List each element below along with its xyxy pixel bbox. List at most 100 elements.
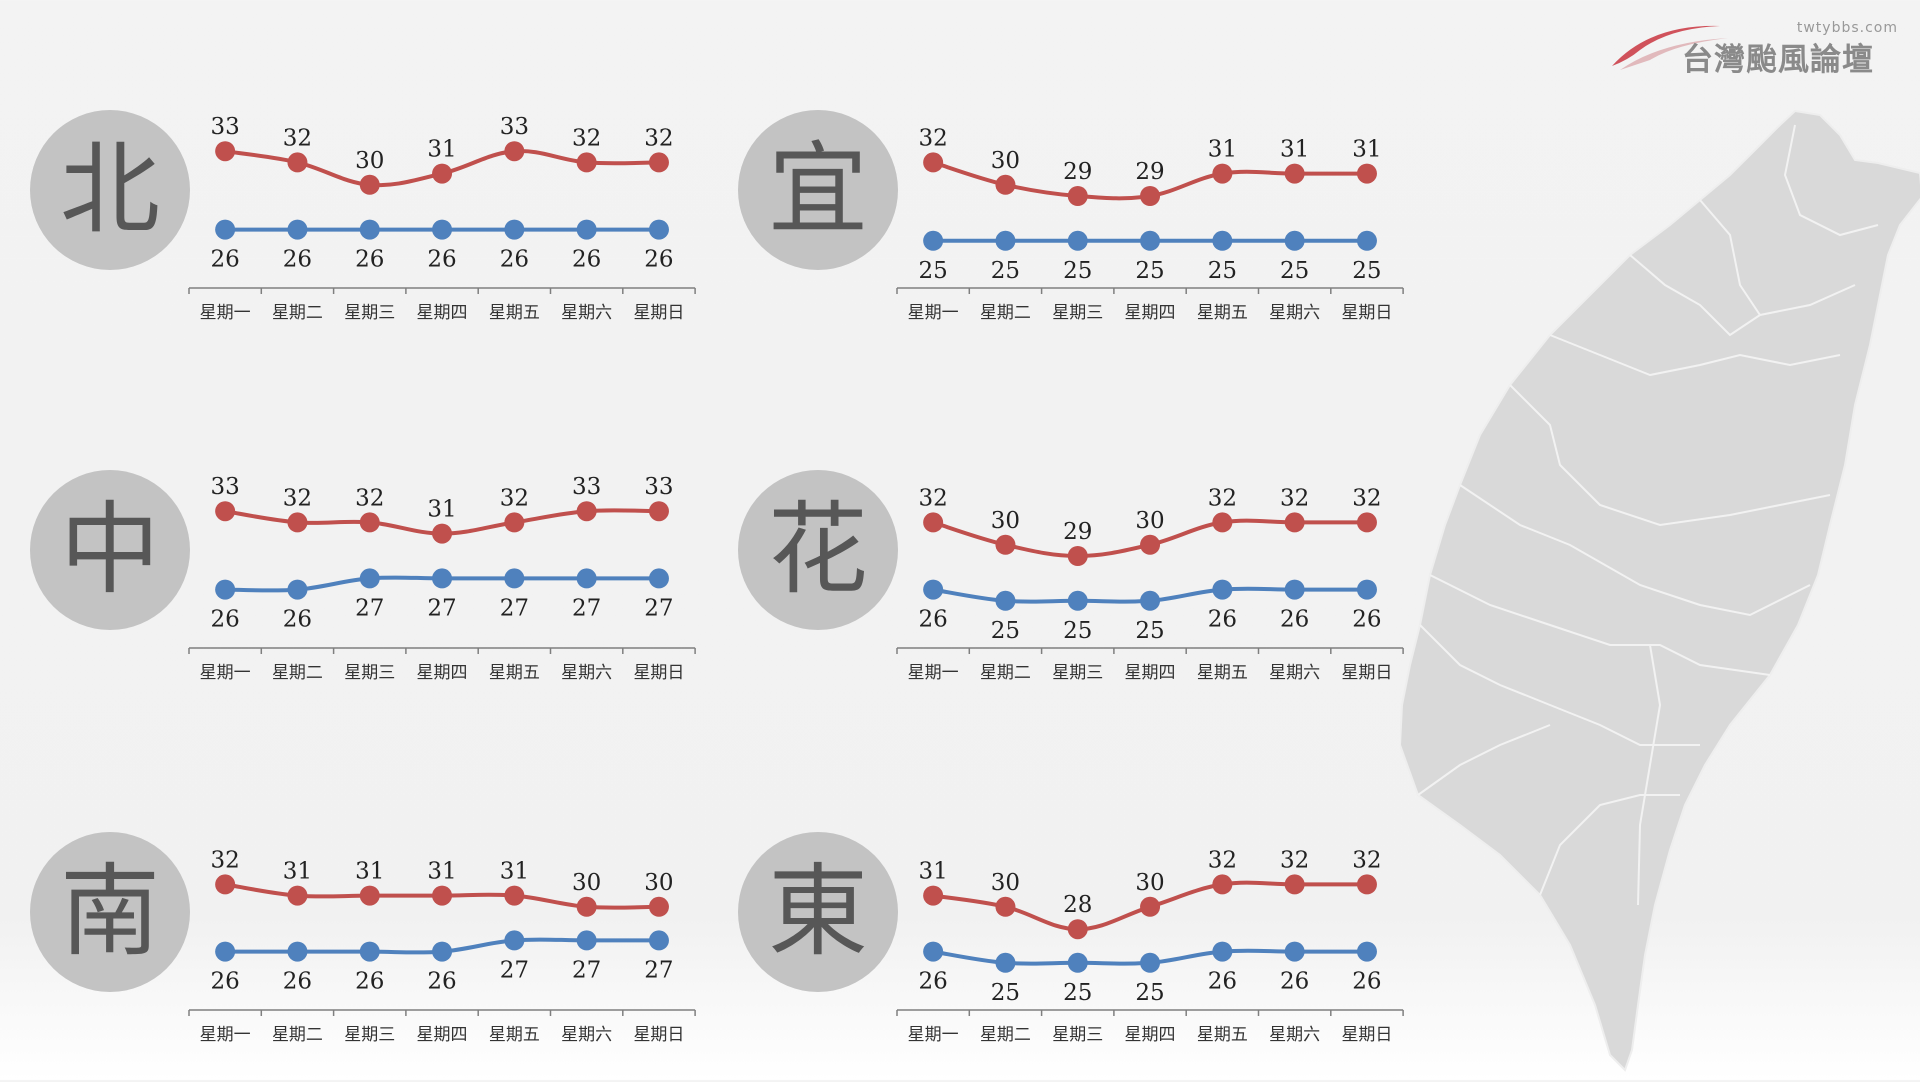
site-logo[interactable]: twtybbs.com 台灣颱風論壇 <box>1610 14 1910 78</box>
high-temp-label: 32 <box>1280 847 1309 873</box>
high-temp-point <box>923 885 944 906</box>
low-temp-point <box>504 219 525 240</box>
high-temp-point <box>1212 163 1233 184</box>
low-temp-label: 25 <box>991 618 1020 644</box>
panel-taitung: 東 星期一 星期二 星期三 星期四 星期五 星期六 星期日 31 30 28 30 32 32 32 26 2… <box>738 832 1438 1082</box>
x-tick-label: 星期五 <box>489 303 540 323</box>
high-temp-label: 32 <box>500 485 529 511</box>
region-badge: 宜 <box>738 110 898 270</box>
high-temp-point <box>1067 546 1088 566</box>
x-tick-label: 星期日 <box>633 303 684 323</box>
high-temp-label: 32 <box>1208 485 1237 511</box>
high-temp-point <box>576 501 597 522</box>
high-temp-point <box>995 534 1016 555</box>
temperature-chart: 星期一 星期二 星期三 星期四 星期五 星期六 星期日 32 30 29 29 31 31 31 25 25 2… <box>896 125 1404 323</box>
low-temp-label: 25 <box>991 980 1020 1006</box>
low-temp-label: 26 <box>1208 607 1237 633</box>
x-tick-label: 星期五 <box>489 663 540 683</box>
x-tick-label: 星期四 <box>1125 663 1176 683</box>
low-temp-label: 26 <box>500 247 529 273</box>
low-temp-label: 26 <box>283 247 312 273</box>
panel-south: 南 星期一 星期二 星期三 星期四 星期五 星期六 星期日 32 31 31 31 31 30 30 26 2… <box>30 832 730 1082</box>
low-temp-label: 26 <box>919 969 948 995</box>
low-temp-label: 26 <box>1208 969 1237 995</box>
low-temp-point <box>1212 579 1233 600</box>
x-tick-label: 星期五 <box>489 1025 540 1045</box>
region-badge: 花 <box>738 470 898 630</box>
low-temp-point <box>1140 590 1161 611</box>
high-temp-label: 30 <box>991 148 1020 174</box>
low-temp-label: 25 <box>1063 980 1092 1006</box>
low-temp-point <box>576 568 597 589</box>
high-temp-label: 29 <box>1063 519 1092 545</box>
x-tick-label: 星期三 <box>344 1025 395 1045</box>
region-label: 花 <box>768 491 868 608</box>
x-tick-label: 星期四 <box>1125 1025 1176 1045</box>
high-temp-point <box>287 512 308 533</box>
high-temp-point <box>1212 512 1233 533</box>
low-temp-point <box>1212 941 1233 962</box>
x-tick-label: 星期二 <box>980 1025 1031 1045</box>
low-temp-point <box>1284 579 1305 600</box>
high-temp-point <box>995 896 1016 917</box>
high-temp-label: 32 <box>572 125 601 151</box>
low-temp-point <box>432 219 453 240</box>
high-temp-label: 32 <box>1352 847 1381 873</box>
x-tick-label: 星期二 <box>272 1025 323 1045</box>
low-temp-point <box>1140 952 1161 973</box>
region-label: 北 <box>60 131 160 248</box>
low-temp-point <box>1284 230 1305 251</box>
high-temp-point <box>432 523 453 544</box>
low-temp-point <box>648 930 669 951</box>
low-temp-point <box>215 579 236 600</box>
high-temp-point <box>215 501 236 522</box>
swoosh-logo-icon <box>1612 25 1728 70</box>
x-tick-label: 星期六 <box>1269 663 1320 683</box>
low-temp-point <box>576 219 597 240</box>
low-temp-point <box>995 952 1016 973</box>
low-temp-point <box>1067 230 1088 251</box>
high-temp-point <box>648 152 669 173</box>
panel-central: 中 星期一 星期二 星期三 星期四 星期五 星期六 星期日 33 32 32 31 32 33 33 26 2… <box>30 470 730 720</box>
low-temp-point <box>215 219 236 240</box>
low-temp-point <box>1356 579 1377 600</box>
high-temp-point <box>359 512 380 533</box>
high-temp-label: 31 <box>1208 137 1237 163</box>
x-tick-label: 星期六 <box>1269 303 1320 323</box>
x-tick-label: 星期二 <box>272 663 323 683</box>
high-temp-point <box>504 141 525 162</box>
high-temp-point <box>995 174 1016 195</box>
x-tick-label: 星期三 <box>344 663 395 683</box>
low-temp-label: 27 <box>572 595 601 621</box>
high-temp-point <box>432 885 453 906</box>
low-temp-label: 25 <box>1135 618 1164 644</box>
x-tick-label: 星期一 <box>200 1025 251 1045</box>
low-temp-point <box>287 941 308 962</box>
low-temp-label: 27 <box>500 595 529 621</box>
high-temp-point <box>1356 874 1377 895</box>
high-temp-point <box>287 885 308 906</box>
low-temp-point <box>432 941 453 962</box>
region-badge: 中 <box>30 470 190 630</box>
x-tick-label: 星期三 <box>1052 1025 1103 1045</box>
low-temp-point <box>648 219 669 240</box>
low-temp-label: 25 <box>1135 258 1164 284</box>
high-temp-point <box>1140 186 1161 206</box>
x-tick-label: 星期一 <box>200 303 251 323</box>
high-temp-point <box>504 885 525 906</box>
high-temp-label: 30 <box>355 148 384 174</box>
high-temp-label: 33 <box>211 474 240 500</box>
low-temp-label: 25 <box>919 258 948 284</box>
low-temp-point <box>287 219 308 240</box>
high-temp-label: 30 <box>1135 870 1164 896</box>
low-temp-point <box>359 219 380 240</box>
high-temp-label: 33 <box>644 474 673 500</box>
x-tick-label: 星期一 <box>200 663 251 683</box>
low-temp-label: 27 <box>427 595 456 621</box>
high-temp-label: 32 <box>283 125 312 151</box>
temperature-chart: 星期一 星期二 星期三 星期四 星期五 星期六 星期日 32 30 29 30 32 32 32 26 25 2… <box>896 485 1404 683</box>
low-temp-label: 26 <box>1280 969 1309 995</box>
low-temp-label: 27 <box>572 957 601 983</box>
high-temp-point <box>1284 163 1305 184</box>
high-temp-point <box>359 174 380 195</box>
